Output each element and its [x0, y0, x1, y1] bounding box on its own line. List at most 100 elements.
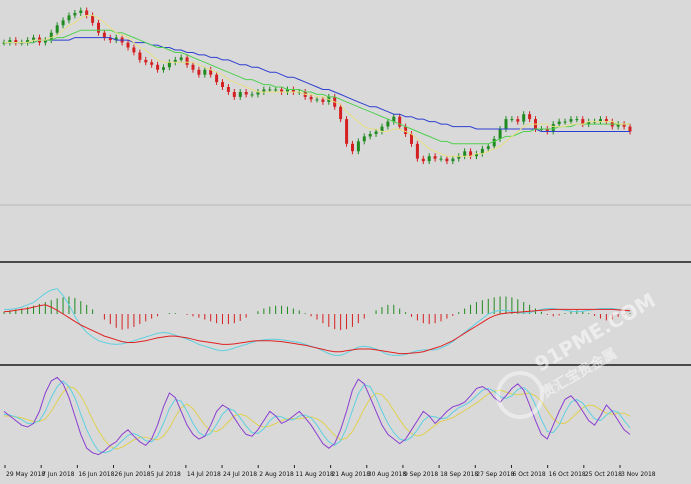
candle-body [616, 124, 620, 127]
candle-body [238, 92, 242, 97]
macd-panel [3, 288, 631, 356]
x-tick-label: 21 Aug 2018 [332, 471, 371, 478]
candle-body [321, 99, 325, 102]
x-tick-label: 14 Jul 2018 [187, 471, 221, 478]
candle-body [215, 74, 219, 83]
candle-body [108, 37, 112, 41]
candle-body [209, 69, 213, 75]
candle-body [150, 62, 154, 65]
candle-body [569, 119, 573, 122]
candle-body [55, 25, 59, 33]
candle-body [315, 99, 319, 101]
stoch-d-line [3, 380, 631, 454]
candle-body [368, 134, 372, 137]
candle-body [32, 37, 36, 41]
candle-body [179, 57, 183, 60]
candle-body [14, 40, 18, 43]
candle-body [191, 64, 195, 70]
candle-body [91, 15, 95, 23]
x-tick-label: 9 Sep 2018 [404, 471, 438, 478]
candle-body [144, 59, 148, 63]
x-tick-label: 29 May 2018 [6, 471, 45, 478]
candle-body [244, 92, 248, 95]
candle-body [197, 69, 201, 75]
candle-body [185, 57, 189, 65]
candle-body [374, 131, 378, 134]
candle-body [581, 119, 585, 124]
candle-body [386, 121, 390, 127]
candle-body [457, 156, 461, 159]
candle-body [380, 126, 384, 132]
candle-body [599, 119, 602, 122]
candle-body [262, 89, 266, 92]
x-tick-label: 30 Aug 2018 [368, 471, 407, 478]
candle-body [516, 119, 520, 122]
x-tick-label: 3 Nov 2018 [621, 471, 656, 478]
candle-body [351, 143, 354, 152]
candle-body [85, 10, 89, 16]
candle-body [480, 148, 484, 154]
candle-body [427, 156, 431, 162]
ma-mid-line [4, 29, 630, 145]
ma-fast-line [4, 14, 630, 157]
candle-body [575, 119, 579, 121]
candle-body [604, 119, 608, 122]
candle-body [362, 136, 366, 142]
stoch-k-line [3, 376, 631, 456]
candle-body [268, 89, 272, 91]
candle-body [250, 94, 254, 96]
candle-body [421, 158, 425, 162]
candle-body [415, 143, 419, 159]
candle-body [156, 64, 160, 70]
candle-body [8, 40, 12, 43]
candle-body [339, 106, 343, 120]
candle-body [114, 37, 118, 41]
x-tick-label: 26 Jun 2018 [115, 471, 151, 478]
candle-body [439, 158, 443, 160]
candle-body [410, 134, 413, 144]
x-tick-label: 24 Jul 2018 [223, 471, 257, 478]
x-tick-label: 16 Jun 2018 [78, 471, 114, 478]
candle-body [79, 10, 83, 13]
x-tick-label: 18 Sep 2018 [440, 471, 478, 478]
candlestick-panel [2, 7, 632, 165]
candle-body [203, 69, 207, 75]
candle-body [126, 42, 130, 48]
candle-body [43, 40, 47, 43]
x-tick-label: 25 Oct 2018 [585, 471, 622, 478]
x-tick-label: 6 Oct 2018 [512, 471, 545, 478]
candle-body [73, 12, 77, 16]
candle-body [274, 89, 278, 91]
candle-body [451, 158, 455, 162]
ma-slow-line [4, 37, 630, 132]
stochastic-panel [3, 376, 631, 456]
candle-body [132, 47, 136, 53]
candle-body [162, 67, 165, 70]
candle-body [61, 20, 65, 26]
candle-body [557, 121, 561, 125]
candle-body [138, 52, 142, 60]
candle-body [167, 62, 171, 68]
candle-body [280, 89, 284, 92]
candle-body [345, 119, 349, 144]
candle-body [504, 119, 508, 129]
x-tick-label: 16 Oct 2018 [549, 471, 586, 478]
candle-body [226, 87, 230, 92]
candle-body [232, 92, 236, 97]
x-tick-label: 11 Aug 2018 [295, 471, 334, 478]
candle-body [102, 32, 106, 38]
x-tick-label: 5 Jul 2018 [151, 471, 181, 478]
candle-body [469, 151, 473, 157]
candle-body [563, 121, 567, 123]
candle-body [545, 129, 549, 132]
candle-body [26, 40, 30, 43]
candle-body [97, 22, 100, 33]
candle-body [221, 82, 224, 87]
candle-body [404, 126, 408, 134]
stoch-slow-line [4, 386, 631, 450]
x-tick-label: 2 Aug 2018 [259, 471, 294, 478]
candle-body [475, 153, 478, 157]
candle-body [433, 156, 437, 159]
